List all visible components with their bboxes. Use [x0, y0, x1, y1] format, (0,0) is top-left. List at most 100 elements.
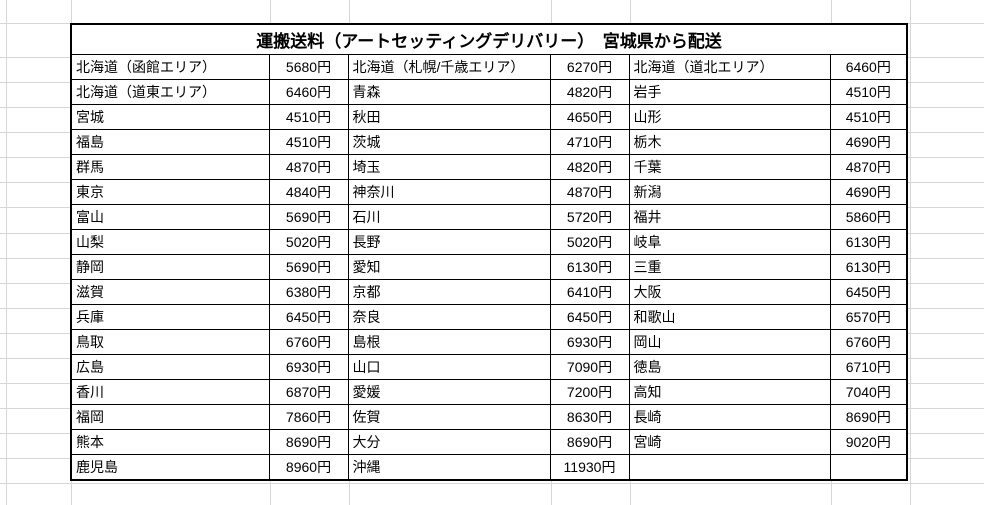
prefecture-cell[interactable]: 秋田: [347, 104, 551, 130]
prefecture-cell[interactable]: 北海道（函館エリア）: [70, 54, 270, 80]
prefecture-cell[interactable]: 愛知: [347, 254, 551, 280]
prefecture-cell[interactable]: [628, 454, 831, 481]
price-cell[interactable]: 6380円: [268, 279, 349, 305]
prefecture-cell[interactable]: 京都: [347, 279, 551, 305]
prefecture-cell[interactable]: 佐賀: [347, 404, 551, 430]
prefecture-cell[interactable]: 福井: [628, 204, 831, 230]
prefecture-cell[interactable]: 三重: [628, 254, 831, 280]
price-cell[interactable]: 6760円: [829, 329, 908, 355]
prefecture-cell[interactable]: 福岡: [70, 404, 270, 430]
prefecture-cell[interactable]: 宮城: [70, 104, 270, 130]
prefecture-cell[interactable]: 埼玉: [347, 154, 551, 180]
price-cell[interactable]: 4690円: [829, 179, 908, 205]
price-cell[interactable]: 6450円: [549, 304, 630, 330]
prefecture-cell[interactable]: 鹿児島: [70, 454, 270, 481]
price-cell[interactable]: 4710円: [549, 129, 630, 155]
prefecture-cell[interactable]: 大阪: [628, 279, 831, 305]
price-cell[interactable]: 4870円: [549, 179, 630, 205]
price-cell[interactable]: 8960円: [268, 454, 349, 481]
prefecture-cell[interactable]: 徳島: [628, 354, 831, 380]
price-cell[interactable]: [829, 454, 908, 481]
price-cell[interactable]: 11930円: [549, 454, 630, 481]
prefecture-cell[interactable]: 香川: [70, 379, 270, 405]
prefecture-cell[interactable]: 山梨: [70, 229, 270, 255]
price-cell[interactable]: 4510円: [268, 129, 349, 155]
price-cell[interactable]: 4840円: [268, 179, 349, 205]
price-cell[interactable]: 5680円: [268, 54, 349, 80]
prefecture-cell[interactable]: 宮崎: [628, 429, 831, 455]
prefecture-cell[interactable]: 岩手: [628, 79, 831, 105]
prefecture-cell[interactable]: 北海道（道北エリア）: [628, 54, 831, 80]
prefecture-cell[interactable]: 北海道（札幌/千歳エリア）: [347, 54, 551, 80]
price-cell[interactable]: 4510円: [268, 104, 349, 130]
price-cell[interactable]: 6450円: [829, 279, 908, 305]
prefecture-cell[interactable]: 千葉: [628, 154, 831, 180]
price-cell[interactable]: 6710円: [829, 354, 908, 380]
price-cell[interactable]: 4510円: [829, 104, 908, 130]
prefecture-cell[interactable]: 青森: [347, 79, 551, 105]
price-cell[interactable]: 6930円: [549, 329, 630, 355]
prefecture-cell[interactable]: 長崎: [628, 404, 831, 430]
prefecture-cell[interactable]: 石川: [347, 204, 551, 230]
price-cell[interactable]: 7200円: [549, 379, 630, 405]
price-cell[interactable]: 8690円: [549, 429, 630, 455]
price-cell[interactable]: 6410円: [549, 279, 630, 305]
prefecture-cell[interactable]: 東京: [70, 179, 270, 205]
price-cell[interactable]: 7860円: [268, 404, 349, 430]
price-cell[interactable]: 4820円: [549, 154, 630, 180]
prefecture-cell[interactable]: 兵庫: [70, 304, 270, 330]
price-cell[interactable]: 6130円: [549, 254, 630, 280]
prefecture-cell[interactable]: 群馬: [70, 154, 270, 180]
price-cell[interactable]: 5860円: [829, 204, 908, 230]
price-cell[interactable]: 6450円: [268, 304, 349, 330]
prefecture-cell[interactable]: 富山: [70, 204, 270, 230]
price-cell[interactable]: 5690円: [268, 204, 349, 230]
price-cell[interactable]: 5690円: [268, 254, 349, 280]
prefecture-cell[interactable]: 山形: [628, 104, 831, 130]
price-cell[interactable]: 5720円: [549, 204, 630, 230]
price-cell[interactable]: 6930円: [268, 354, 349, 380]
price-cell[interactable]: 6130円: [829, 254, 908, 280]
prefecture-cell[interactable]: 滋賀: [70, 279, 270, 305]
prefecture-cell[interactable]: 愛媛: [347, 379, 551, 405]
price-cell[interactable]: 5020円: [549, 229, 630, 255]
prefecture-cell[interactable]: 静岡: [70, 254, 270, 280]
prefecture-cell[interactable]: 和歌山: [628, 304, 831, 330]
price-cell[interactable]: 6870円: [268, 379, 349, 405]
price-cell[interactable]: 6570円: [829, 304, 908, 330]
prefecture-cell[interactable]: 島根: [347, 329, 551, 355]
prefecture-cell[interactable]: 奈良: [347, 304, 551, 330]
price-cell[interactable]: 7040円: [829, 379, 908, 405]
prefecture-cell[interactable]: 福島: [70, 129, 270, 155]
price-cell[interactable]: 7090円: [549, 354, 630, 380]
prefecture-cell[interactable]: 高知: [628, 379, 831, 405]
prefecture-cell[interactable]: 茨城: [347, 129, 551, 155]
prefecture-cell[interactable]: 山口: [347, 354, 551, 380]
table-title-cell[interactable]: 運搬送料（アートセッティングデリバリー） 宮城県から配送: [70, 23, 908, 55]
price-cell[interactable]: 6760円: [268, 329, 349, 355]
price-cell[interactable]: 6460円: [829, 54, 908, 80]
prefecture-cell[interactable]: 神奈川: [347, 179, 551, 205]
price-cell[interactable]: 8630円: [549, 404, 630, 430]
prefecture-cell[interactable]: 鳥取: [70, 329, 270, 355]
prefecture-cell[interactable]: 岐阜: [628, 229, 831, 255]
prefecture-cell[interactable]: 長野: [347, 229, 551, 255]
price-cell[interactable]: 8690円: [829, 404, 908, 430]
price-cell[interactable]: 4870円: [268, 154, 349, 180]
price-cell[interactable]: 4690円: [829, 129, 908, 155]
prefecture-cell[interactable]: 熊本: [70, 429, 270, 455]
price-cell[interactable]: 8690円: [268, 429, 349, 455]
prefecture-cell[interactable]: 広島: [70, 354, 270, 380]
price-cell[interactable]: 4650円: [549, 104, 630, 130]
prefecture-cell[interactable]: 岡山: [628, 329, 831, 355]
price-cell[interactable]: 4870円: [829, 154, 908, 180]
price-cell[interactable]: 6270円: [549, 54, 630, 80]
price-cell[interactable]: 5020円: [268, 229, 349, 255]
price-cell[interactable]: 4510円: [829, 79, 908, 105]
price-cell[interactable]: 6460円: [268, 79, 349, 105]
prefecture-cell[interactable]: 栃木: [628, 129, 831, 155]
prefecture-cell[interactable]: 大分: [347, 429, 551, 455]
price-cell[interactable]: 6130円: [829, 229, 908, 255]
prefecture-cell[interactable]: 北海道（道東エリア）: [70, 79, 270, 105]
price-cell[interactable]: 9020円: [829, 429, 908, 455]
